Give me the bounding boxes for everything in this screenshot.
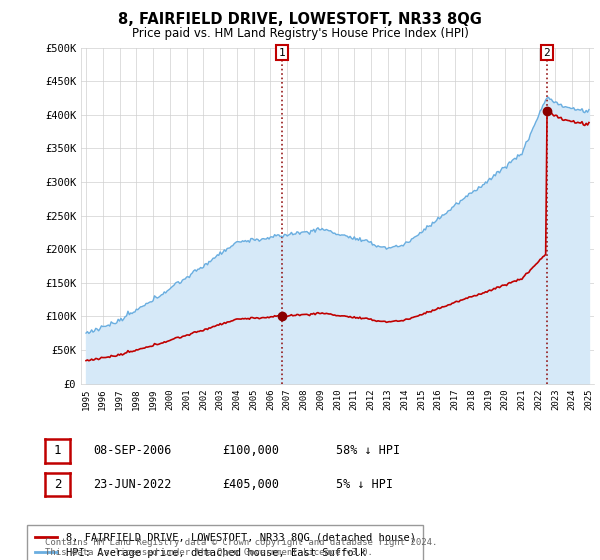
Text: 23-JUN-2022: 23-JUN-2022 xyxy=(93,478,172,491)
Text: 2: 2 xyxy=(544,48,550,58)
Legend: 8, FAIRFIELD DRIVE, LOWESTOFT, NR33 8QG (detached house), HPI: Average price, de: 8, FAIRFIELD DRIVE, LOWESTOFT, NR33 8QG … xyxy=(27,525,423,560)
Text: 58% ↓ HPI: 58% ↓ HPI xyxy=(336,444,400,458)
Text: £100,000: £100,000 xyxy=(222,444,279,458)
Text: 5% ↓ HPI: 5% ↓ HPI xyxy=(336,478,393,491)
Text: 1: 1 xyxy=(278,48,286,58)
Text: Contains HM Land Registry data © Crown copyright and database right 2024.
This d: Contains HM Land Registry data © Crown c… xyxy=(45,538,437,557)
Text: 08-SEP-2006: 08-SEP-2006 xyxy=(93,444,172,458)
Text: £405,000: £405,000 xyxy=(222,478,279,491)
Text: 2: 2 xyxy=(54,478,61,491)
Text: Price paid vs. HM Land Registry's House Price Index (HPI): Price paid vs. HM Land Registry's House … xyxy=(131,27,469,40)
Text: 1: 1 xyxy=(54,444,61,458)
Text: 8, FAIRFIELD DRIVE, LOWESTOFT, NR33 8QG: 8, FAIRFIELD DRIVE, LOWESTOFT, NR33 8QG xyxy=(118,12,482,27)
